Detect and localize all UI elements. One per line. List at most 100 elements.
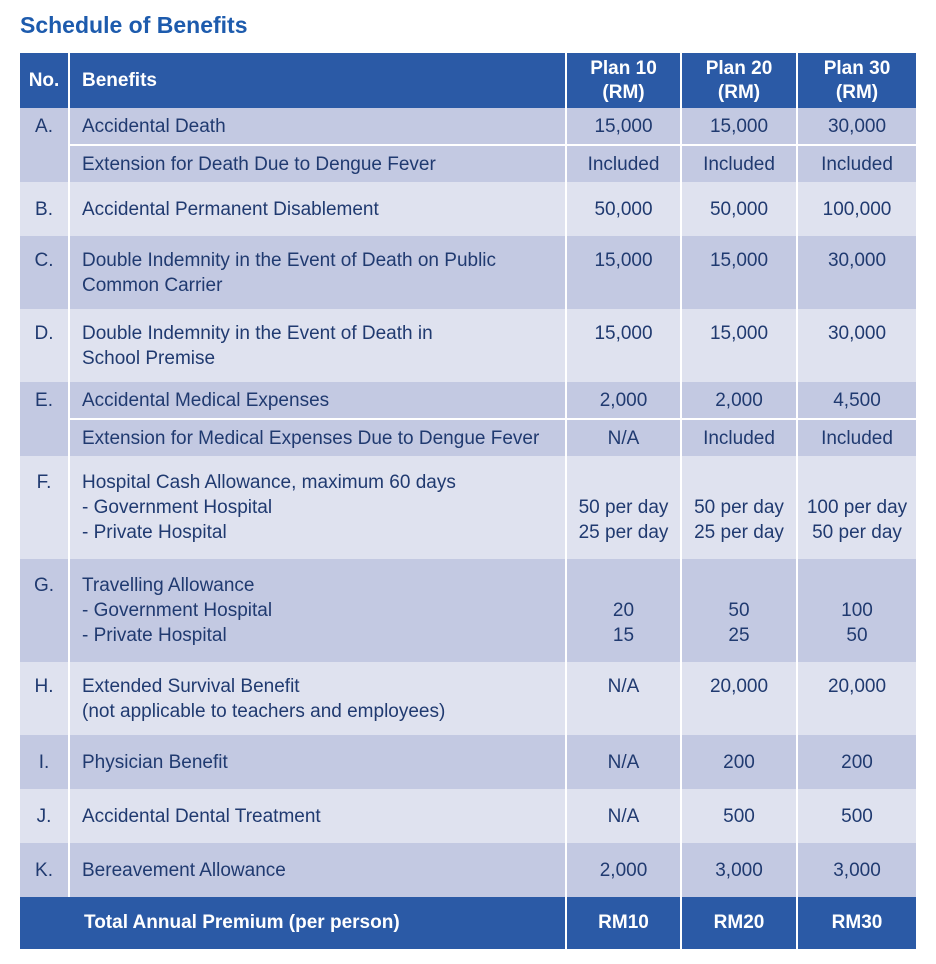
benefit-cell: Accidental Dental Treatment (70, 789, 565, 843)
row-number: K. (35, 859, 53, 881)
plan-value-line: 2,000 (599, 389, 648, 411)
benefit-cell: Extended Survival Benefit (not applicable… (70, 662, 565, 735)
plan-value-cell: 15,000 (565, 108, 680, 144)
plan-value-cell: 2,000 (680, 382, 796, 418)
plan-value-cell: 15,000 (565, 309, 680, 382)
plan-value-line: 25 (728, 625, 750, 646)
plan-value-cell: N/A (565, 662, 680, 735)
plan-value-line: 25 per day (578, 522, 669, 543)
benefit-subrow: Double Indemnity in the Event of Death o… (70, 236, 916, 309)
header-plan-30: Plan 30 (RM) (796, 53, 916, 108)
table-row-e: E. Accidental Medical Expenses 2,000 2,000 4… (20, 382, 916, 456)
benefit-line: - Private Hospital (82, 522, 227, 543)
plan-value-line: 3,000 (715, 859, 763, 881)
benefit-subrow: Accidental Dental Treatment N/A 500 500 (70, 789, 916, 843)
benefit-subrow: Extended Survival Benefit (not applicable… (70, 662, 916, 735)
benefit-line: Accidental Permanent Disablement (82, 198, 379, 220)
row-number-cell: C. (20, 236, 68, 309)
plan-value-cell: 50,000 (680, 182, 796, 236)
benefit-cell: Accidental Death (70, 108, 565, 144)
benefit-line: (not applicable to teachers and employee… (82, 700, 446, 722)
plan-value-line (798, 573, 916, 598)
plan-value-cell: 200 (680, 735, 796, 789)
total-row: Total Annual Premium (per person) RM10 R… (20, 897, 916, 949)
row-number: E. (35, 389, 53, 411)
row-number-cell: I. (20, 735, 68, 789)
plan-value-cell: Included (796, 420, 916, 456)
benefit-subrow: Accidental Medical Expenses 2,000 2,000 4,5… (70, 382, 916, 418)
plan-value-line: 50 per day (694, 497, 784, 518)
benefit-line: Common Carrier (82, 274, 223, 296)
row-content: Accidental Permanent Disablement 50,000 50… (68, 182, 916, 236)
table-row-f: F. Hospital Cash Allowance, maximum 60 da… (20, 456, 916, 559)
plan-value-line: 20,000 (709, 675, 769, 697)
header-plan-20: Plan 20 (RM) (680, 53, 796, 108)
plan-value-cell: 30,000 (796, 309, 916, 382)
table-row-a: A. Accidental Death 15,000 15,000 30,000 Exte… (20, 108, 916, 182)
plan-value-line: 15,000 (594, 249, 653, 271)
plan-value-cell: 500 (796, 789, 916, 843)
plan-value-line: N/A (607, 751, 640, 773)
benefit-line: Double Indemnity in the Event of Death i… (82, 322, 433, 344)
row-number: F. (36, 472, 52, 493)
table-body: A. Accidental Death 15,000 15,000 30,000 Exte… (20, 108, 916, 897)
plan-value-line (567, 573, 680, 598)
plan-value-line: Included (821, 153, 893, 175)
benefit-cell: Physician Benefit (70, 735, 565, 789)
row-number-cell: D. (20, 309, 68, 382)
row-number: G. (33, 575, 55, 596)
plan-value-line: Included (587, 153, 660, 175)
plan-value-line (682, 346, 796, 371)
benefit-subrow: Hospital Cash Allowance, maximum 60 days… (70, 456, 916, 559)
benefit-line: Bereavement Allowance (82, 859, 286, 881)
benefit-line: School Premise (82, 347, 216, 369)
benefit-subrow: Extension for Death Due to Dengue Fever I… (70, 144, 916, 182)
plan-value-line: Included (703, 153, 775, 175)
plan-value-cell: 50 per day 25 per day (565, 456, 680, 559)
benefit-subrow: Accidental Permanent Disablement 50,000 50… (70, 182, 916, 236)
plan-value-line: Included (821, 427, 893, 449)
plan-value-cell: 30,000 (796, 236, 916, 309)
benefit-subrow: Double Indemnity in the Event of Death i… (70, 309, 916, 382)
plan-value-line: 50,000 (594, 198, 653, 220)
row-content: Accidental Dental Treatment N/A 500 500 (68, 789, 916, 843)
row-number-cell: H. (20, 662, 68, 735)
page-title: Schedule of Benefits (20, 12, 248, 38)
benefit-line: - Government Hospital (82, 600, 273, 621)
plan-value-line: 500 (841, 805, 873, 827)
benefit-line: Accidental Medical Expenses (82, 389, 330, 411)
benefit-line: - Private Hospital (82, 625, 227, 646)
benefit-line: Accidental Death (82, 115, 226, 137)
table-row-h: H. Extended Survival Benefit (not applicab… (20, 662, 916, 735)
plan-value-cell: N/A (565, 420, 680, 456)
benefit-line: Travelling Allowance (82, 575, 255, 596)
plan-value-cell: 3,000 (680, 843, 796, 897)
row-number: I. (38, 751, 50, 773)
total-plan-20: RM20 (680, 897, 796, 949)
plan-value-cell: 50,000 (565, 182, 680, 236)
row-number-cell: J. (20, 789, 68, 843)
row-content: Extended Survival Benefit (not applicable… (68, 662, 916, 735)
plan-value-cell: 15,000 (680, 236, 796, 309)
benefit-line: Hospital Cash Allowance, maximum 60 days (82, 472, 456, 493)
plan-value-line: 100,000 (822, 198, 892, 220)
plan-value-line: 25 per day (694, 522, 784, 543)
header-plan-10: Plan 10 (RM) (565, 53, 680, 108)
benefit-subrow: Travelling Allowance - Government Hospita… (70, 559, 916, 662)
benefit-subrow: Bereavement Allowance 2,000 3,000 3,000 (70, 843, 916, 897)
plan-value-cell: Included (680, 146, 796, 182)
row-number: D. (34, 322, 54, 344)
plan-value-line: 50 per day (578, 497, 669, 518)
row-number: A. (35, 115, 53, 137)
table-row-c: C. Double Indemnity in the Event of Death… (20, 236, 916, 309)
row-content: Double Indemnity in the Event of Death o… (68, 236, 916, 309)
plan-value-cell: 500 (680, 789, 796, 843)
row-number-cell: G. (20, 559, 68, 662)
benefit-line: Extended Survival Benefit (82, 675, 300, 697)
plan-value-line: 100 per day (806, 497, 908, 518)
benefit-cell: Extension for Death Due to Dengue Fever (70, 146, 565, 182)
plan-value-line: 50 (728, 600, 750, 621)
row-number-cell: B. (20, 182, 68, 236)
benefit-line: Extension for Medical Expenses Due to De… (82, 427, 540, 449)
header-plan-10-line1: Plan 10 (590, 57, 657, 79)
